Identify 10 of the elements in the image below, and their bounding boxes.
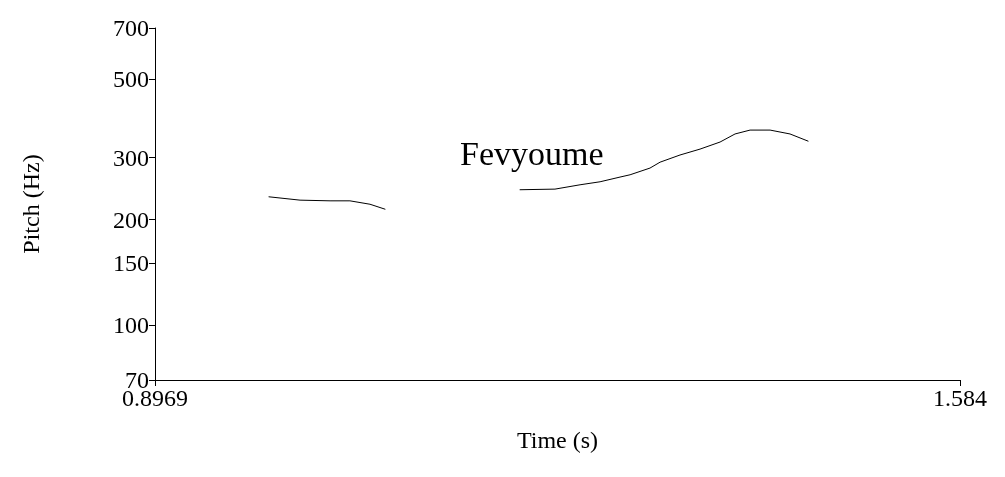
x-axis-title: Time (s) bbox=[516, 427, 599, 453]
y-tick-label: 100 bbox=[113, 312, 149, 339]
y-axis-title: Pitch (Hz) bbox=[18, 154, 44, 254]
y-tick-label: 500 bbox=[113, 66, 149, 93]
annotation: Fevyoume bbox=[460, 134, 604, 172]
y-tick-label: 150 bbox=[113, 250, 149, 277]
x-tick-label: 1.584 bbox=[933, 385, 987, 411]
y-tick-label: 300 bbox=[113, 144, 149, 171]
y-tick-label: 200 bbox=[113, 206, 149, 233]
y-tick-label: 700 bbox=[113, 15, 149, 41]
